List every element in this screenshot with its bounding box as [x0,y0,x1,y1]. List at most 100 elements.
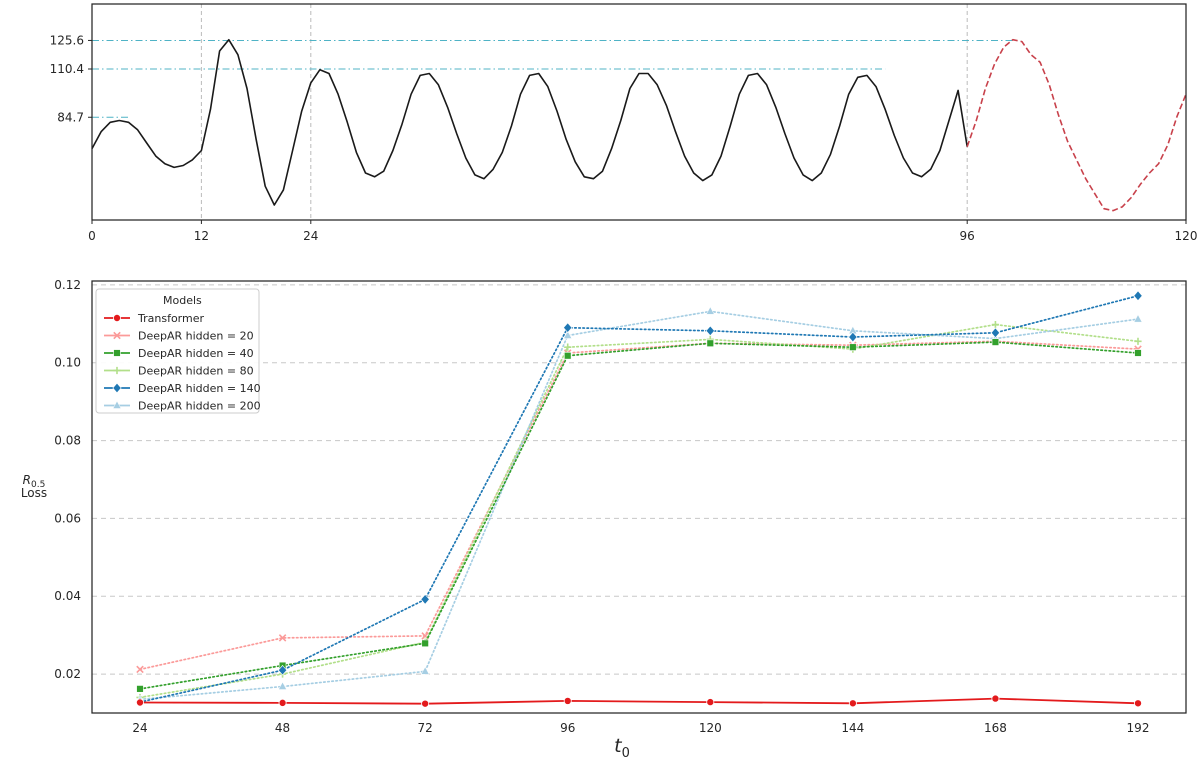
data-point [136,685,144,693]
x-tick-label: 192 [1127,721,1150,735]
data-point [135,698,144,707]
x-tick-label: 144 [841,721,864,735]
svg-text:Loss: Loss [21,486,47,500]
y-tick-label: 110.4 [50,62,84,76]
data-point [563,696,572,705]
observed-line [91,38,968,206]
data-point [421,699,430,708]
series-line [139,310,1139,701]
bottom-x-axis-ticks: 24 48 72 96 120 144 168 192 [132,721,1149,735]
legend-label: DeepAR hidden = 200 [138,400,261,413]
data-point [278,634,287,642]
data-point [278,698,287,707]
y-tick-label: 0.10 [54,356,81,370]
data-point [563,330,573,339]
data-point [1134,699,1143,708]
x-tick-label: 12 [194,229,209,243]
x-tick-label: 72 [418,721,433,735]
legend-item: DeepAR hidden = 20 [104,330,254,343]
data-point [136,665,144,674]
predicted-line [966,38,1187,212]
data-point [564,352,572,360]
series-1 [135,694,1143,708]
legend-marker [113,331,121,340]
legend-label: DeepAR hidden = 20 [138,330,254,343]
legend-marker [112,382,122,394]
data-point [278,681,287,690]
x-tick-label: 120 [1175,229,1198,243]
x-tick-label: 0 [88,229,96,243]
top-reference-lines [92,4,1013,220]
legend-marker [113,313,122,322]
legend-item: DeepAR hidden = 80 [104,365,254,378]
data-point [564,343,572,351]
bottom-y-axis-ticks: 0.02 0.04 0.06 0.08 0.10 0.12 [54,278,81,681]
x-tick-label: 24 [303,229,318,243]
y-tick-label: 0.12 [54,278,81,292]
top-chart: 0 12 24 96 120 125.6 110.4 84.7 [50,3,1197,243]
y-tick-label: 0.02 [54,667,81,681]
data-point [706,698,715,707]
bottom-chart: 24 48 72 96 120 144 168 192 0.02 0.04 0.06 0.08 0.1… [21,278,1187,757]
legend-item: Transformer [104,312,204,325]
top-plot-frame [91,3,1187,221]
y-axis-label: R0.5 Loss [21,473,47,500]
series-line [139,323,1139,699]
data-point [420,666,430,675]
data-point [991,694,1000,703]
legend-marker [113,349,121,357]
data-point [706,339,714,347]
series-5 [135,290,1143,708]
y-tick-label: 0.04 [54,589,81,603]
y-tick-label: 125.6 [50,33,84,47]
bottom-series [135,290,1143,708]
series-line [139,697,1139,705]
series-3 [136,338,1142,693]
top-y-axis-ticks: 125.6 110.4 84.7 [50,33,92,124]
data-point [1134,337,1142,345]
legend-label: Transformer [137,312,204,325]
legend-marker [112,400,122,409]
x-tick-label: 168 [984,721,1007,735]
legend: Models Transformer DeepAR hidden = 20 Deep… [95,288,261,414]
x-axis-label: t0 [614,735,630,757]
data-point [990,327,1001,339]
data-point [1133,290,1143,302]
legend-item: DeepAR hidden = 40 [104,347,254,360]
y-tick-label: 0.08 [54,434,81,448]
x-tick-label: 48 [275,721,290,735]
legend-box [95,288,260,414]
series-line [139,340,1139,671]
data-point [1133,314,1143,323]
top-x-axis-ticks: 0 12 24 96 120 [88,220,1197,243]
bottom-gridlines [92,284,1186,675]
data-point [563,322,573,333]
data-point [705,325,715,337]
svg-text:R0.5: R0.5 [23,473,46,490]
series-line [139,341,1139,690]
legend-item: DeepAR hidden = 200 [104,400,261,413]
legend-marker [113,366,121,375]
data-point [849,343,857,351]
data-point [991,320,1000,329]
data-point [848,331,858,343]
y-tick-label: 84.7 [57,110,84,124]
legend-label: DeepAR hidden = 40 [138,347,254,360]
y-tick-label: 0.06 [54,511,81,525]
legend-label: DeepAR hidden = 140 [138,382,261,395]
series-line [139,294,1139,703]
data-point [991,338,1000,346]
data-point [421,639,429,648]
data-point [420,594,430,605]
x-tick-label: 24 [132,721,147,735]
data-point [277,664,288,676]
bottom-plot-frame [91,280,1187,714]
data-point [848,699,857,708]
data-point [705,306,715,315]
x-tick-label: 96 [960,229,975,243]
x-tick-label: 96 [560,721,575,735]
legend-label: DeepAR hidden = 80 [138,365,254,378]
legend-item: DeepAR hidden = 140 [104,382,261,395]
x-tick-label: 120 [699,721,722,735]
